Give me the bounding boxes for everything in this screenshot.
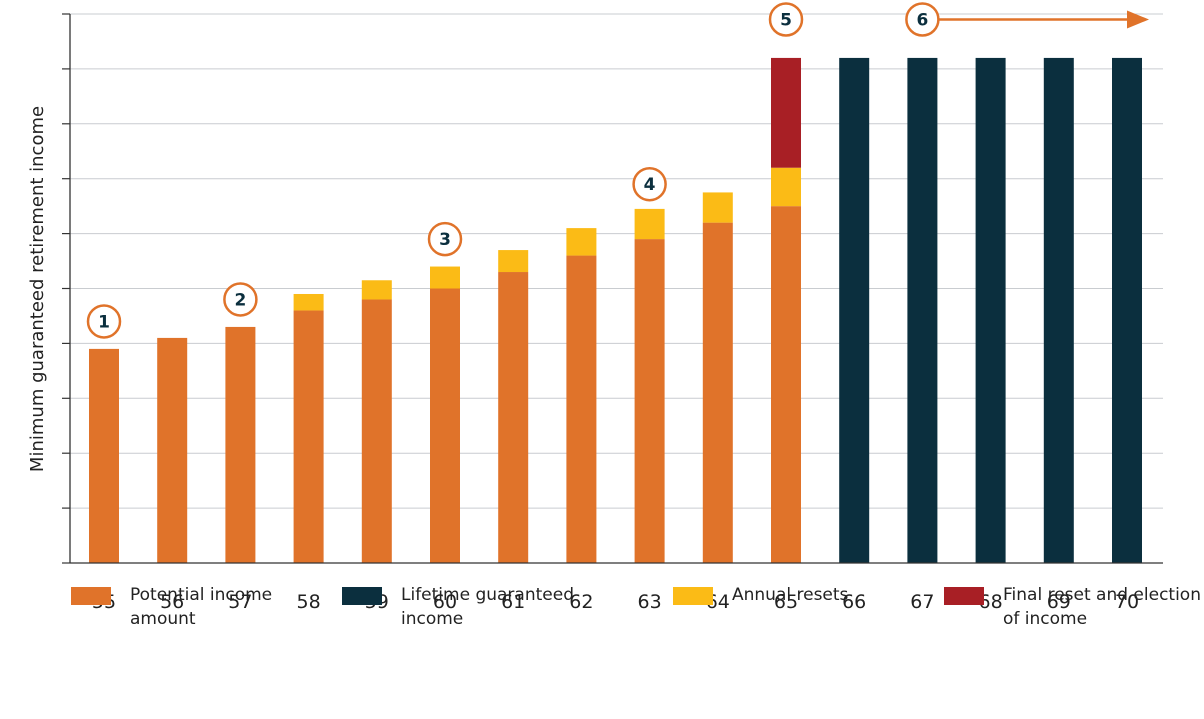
bar-segment xyxy=(293,310,324,563)
bar-segment xyxy=(293,293,324,311)
bar-segment xyxy=(1043,57,1074,564)
step-marker-label: 5 xyxy=(780,10,792,30)
x-tick-label: 67 xyxy=(910,591,934,613)
legend: Potential income amount Lifetime guarant… xyxy=(0,583,1204,713)
x-tick-label: 57 xyxy=(228,591,252,613)
bar-segment xyxy=(702,222,733,563)
bar-segment xyxy=(771,206,801,563)
x-tick-label: 66 xyxy=(842,591,866,613)
bars xyxy=(89,57,1142,564)
step-marker-label: 2 xyxy=(234,290,246,310)
bar-segment xyxy=(430,266,460,289)
x-tick-label: 70 xyxy=(1115,591,1139,613)
x-tick-label: 65 xyxy=(774,591,798,613)
legend-swatch-lifetime xyxy=(342,587,382,605)
bar-segment xyxy=(771,57,801,168)
step-marker-circle xyxy=(223,282,258,317)
bar-segment xyxy=(498,250,529,273)
legend-swatch-final xyxy=(944,587,984,605)
bar-segment xyxy=(1112,57,1142,564)
bar-segment xyxy=(702,192,733,223)
axes xyxy=(62,13,1163,564)
step-marker-circle xyxy=(632,166,667,202)
step-marker-label: 1 xyxy=(98,312,110,332)
bar-segment xyxy=(430,288,460,563)
bar-segment xyxy=(907,57,938,564)
x-tick-label: 61 xyxy=(501,591,525,613)
x-tick-label: 63 xyxy=(638,591,662,613)
bar-segment xyxy=(839,57,870,564)
legend-swatch-annual xyxy=(673,587,713,605)
legend-label-final: Final reset and election of income xyxy=(1003,585,1201,629)
x-tick-label: 68 xyxy=(979,591,1003,613)
step-marker-circle xyxy=(905,2,940,37)
x-tick-labels: 55565758596061626364656667686970 xyxy=(92,591,1139,613)
bar-segment xyxy=(225,326,256,563)
chart-plot: 55565758596061626364656667686970 123456 … xyxy=(27,2,1163,613)
x-tick-label: 60 xyxy=(433,591,457,613)
step-marker-label: 6 xyxy=(916,10,928,30)
bar-segment xyxy=(566,228,597,256)
x-tick-label: 58 xyxy=(297,591,321,613)
legend-swatch-potential xyxy=(71,587,111,605)
bar-segment xyxy=(771,167,801,207)
step-marker-circle xyxy=(427,221,463,257)
step-marker-circle xyxy=(768,2,804,37)
step-marker-label: 4 xyxy=(644,175,656,195)
x-tick-label: 62 xyxy=(569,591,593,613)
y-axis-label: Minimum guaranteed retirement income xyxy=(27,106,48,472)
step-marker-label: 3 xyxy=(439,230,451,250)
step-markers: 1 2 3 4 5 6 xyxy=(86,2,1149,339)
bar-segment xyxy=(361,299,392,563)
bar-segment xyxy=(361,280,392,300)
bar-segment xyxy=(157,337,188,563)
bar-segment xyxy=(89,348,119,563)
step-marker-circle xyxy=(86,304,122,339)
legend-label-potential: Potential income amount xyxy=(130,585,273,629)
x-tick-label: 56 xyxy=(160,591,184,613)
legend-label-annual: Annual resets xyxy=(732,585,849,605)
bar-segment xyxy=(634,239,665,563)
bar-segment xyxy=(634,208,665,240)
marker-arrow-head xyxy=(1127,10,1149,29)
bar-segment xyxy=(566,255,597,563)
bar-segment xyxy=(975,57,1006,564)
bar-segment xyxy=(498,272,529,563)
x-tick-label: 69 xyxy=(1047,591,1071,613)
legend-label-lifetime: Lifetime guaranteed income xyxy=(401,585,574,629)
